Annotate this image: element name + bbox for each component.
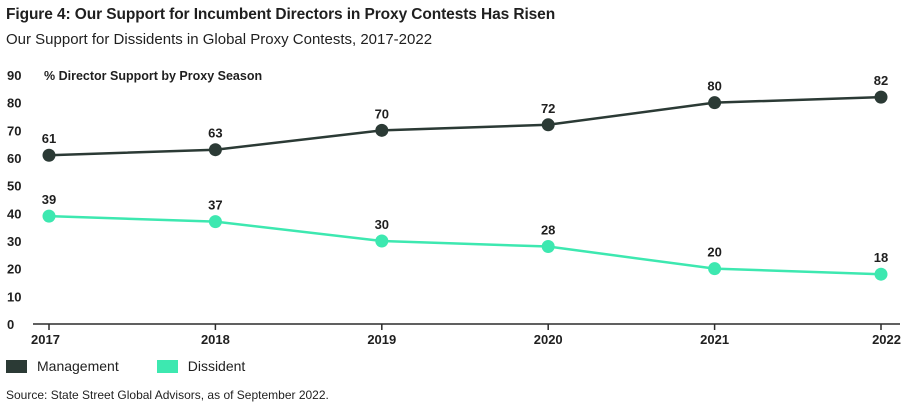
legend-label-dissident: Dissident: [187, 358, 246, 374]
data-label-management-2018: 63: [208, 126, 222, 141]
data-point-management-2017: [42, 148, 56, 162]
data-label-dissident-2022: 18: [874, 250, 888, 265]
data-label-dissident-2020: 28: [541, 223, 555, 238]
data-label-management-2022: 82: [874, 73, 888, 88]
y-tick-label-40: 40: [7, 206, 21, 221]
chart-title: Figure 4: Our Support for Incumbent Dire…: [6, 6, 556, 23]
data-label-dissident-2017: 39: [42, 192, 56, 207]
y-tick-label-20: 20: [7, 262, 21, 277]
y-tick-label-0: 0: [7, 317, 14, 332]
data-label-management-2017: 61: [42, 131, 56, 146]
x-tick-label-2020: 2020: [534, 332, 563, 347]
x-tick-label-2022: 2022: [872, 332, 901, 347]
x-tick-label-2017: 2017: [31, 332, 60, 347]
data-point-management-2021: [708, 96, 722, 110]
y-tick-label-50: 50: [7, 179, 21, 194]
data-point-dissident-2020: [541, 240, 555, 254]
data-label-management-2021: 80: [707, 79, 721, 94]
x-tick-label-2021: 2021: [700, 332, 729, 347]
y-tick-label-80: 80: [7, 96, 21, 111]
data-point-dissident-2017: [42, 209, 56, 223]
source-note: Source: State Street Global Advisors, as…: [6, 388, 329, 402]
y-tick-label-10: 10: [7, 289, 21, 304]
data-label-management-2020: 72: [541, 101, 555, 116]
legend-label-management: Management: [37, 358, 119, 374]
data-point-dissident-2018: [208, 215, 222, 229]
data-point-management-2018: [208, 143, 222, 157]
data-point-management-2020: [541, 118, 555, 132]
data-label-dissident-2018: 37: [208, 198, 222, 213]
line-chart: % Director Support by Proxy Season 0 10 20 3…: [7, 68, 901, 347]
legend-item-dissident: Dissident: [156, 358, 246, 374]
data-point-management-2019: [375, 123, 389, 137]
data-point-dissident-2021: [708, 262, 722, 276]
data-label-management-2019: 70: [375, 106, 389, 121]
x-tick-label-2019: 2019: [367, 332, 396, 347]
y-tick-label-60: 60: [7, 151, 21, 166]
series-line-management: [48, 95, 882, 157]
legend: Management Dissident: [6, 358, 283, 374]
data-point-management-2022: [874, 90, 888, 104]
data-point-dissident-2022: [874, 267, 888, 281]
y-axis-label: % Director Support by Proxy Season: [44, 69, 262, 83]
legend-swatch-management: [6, 359, 27, 373]
x-tick-label-2018: 2018: [201, 332, 230, 347]
data-label-dissident-2019: 30: [375, 217, 389, 232]
y-tick-label-30: 30: [7, 234, 21, 249]
chart-subtitle: Our Support for Dissidents in Global Pro…: [6, 31, 433, 48]
y-tick-label-70: 70: [7, 123, 21, 138]
legend-item-management: Management: [6, 358, 119, 374]
series-line-dissident: [48, 214, 882, 276]
data-point-dissident-2019: [375, 234, 389, 248]
legend-swatch-dissident: [156, 359, 178, 373]
data-label-dissident-2021: 20: [707, 245, 721, 260]
y-tick-label-90: 90: [7, 68, 21, 83]
